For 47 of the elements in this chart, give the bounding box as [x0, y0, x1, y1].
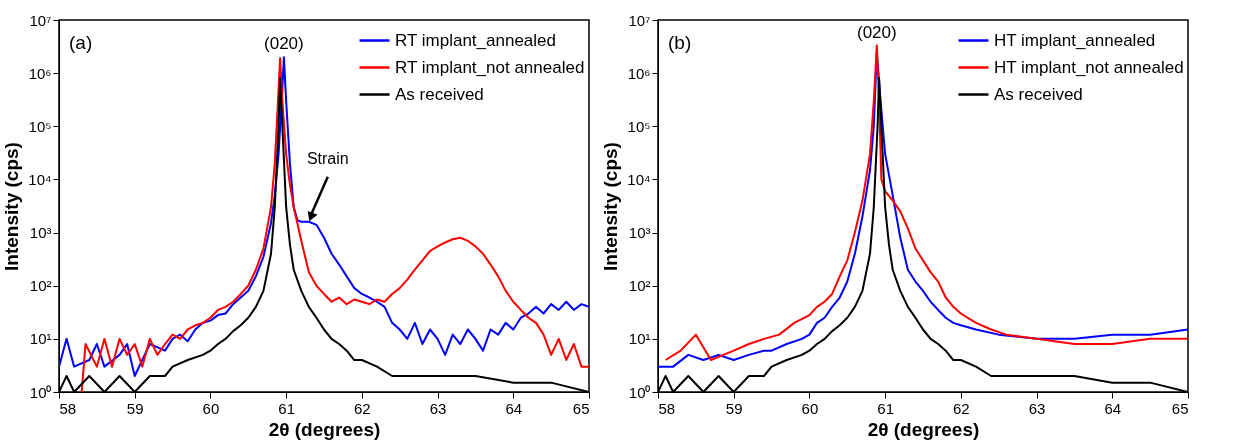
- y-tick-label: 10³: [29, 224, 52, 242]
- y-tick-label: 10⁴: [28, 170, 52, 188]
- x-tick-label: 64: [505, 399, 523, 417]
- x-tick-label: 60: [202, 399, 220, 417]
- y-tick-label: 10⁵: [28, 117, 52, 135]
- x-tick-label: 61: [278, 399, 295, 417]
- x-tick-label: 59: [725, 399, 743, 417]
- legend-label: As received: [994, 84, 1083, 104]
- x-tick-label: 58: [59, 399, 77, 417]
- x-tick-label: 65: [572, 399, 590, 417]
- y-tick-label: 10⁶: [627, 64, 651, 82]
- y-tick-label: 10²: [628, 277, 651, 295]
- x-tick-label: 59: [126, 399, 144, 417]
- y-tick-label: 10¹: [628, 330, 651, 348]
- legend-label: RT implant_not annealed: [395, 57, 585, 77]
- y-tick-label: 10⁷: [29, 11, 52, 29]
- legend-label: RT implant_annealed: [395, 30, 556, 50]
- x-axis-title: 2θ (degrees): [867, 418, 980, 440]
- y-tick-label: 10⁴: [627, 170, 651, 188]
- y-axis-title: Intensity (cps): [600, 142, 622, 271]
- y-tick-label: 10⁷: [628, 11, 651, 29]
- y-tick-label: 10²: [29, 277, 52, 295]
- y-tick-label: 10⁰: [29, 383, 52, 401]
- x-tick-label: 64: [1104, 399, 1122, 417]
- x-axis-title: 2θ (degrees): [268, 418, 381, 440]
- y-tick-label: 10⁶: [28, 64, 52, 82]
- x-tick-label: 63: [1028, 399, 1046, 417]
- annotation: (a): [69, 32, 93, 53]
- annotation: (020): [856, 22, 897, 42]
- x-tick-label: 62: [953, 399, 970, 417]
- legend-label: As received: [395, 84, 484, 104]
- legend-label: HT implant_not annealed: [994, 57, 1184, 77]
- x-tick-label: 60: [801, 399, 819, 417]
- x-tick-label: 62: [354, 399, 371, 417]
- x-tick-label: 58: [658, 399, 676, 417]
- annotation: (020): [264, 34, 304, 54]
- y-tick-label: 10⁵: [627, 117, 651, 135]
- legend-label: HT implant_annealed: [994, 30, 1156, 50]
- y-tick-label: 10³: [628, 224, 651, 242]
- y-tick-label: 10¹: [29, 330, 52, 348]
- annotation: (b): [668, 32, 692, 53]
- y-axis-title: Intensity (cps): [1, 142, 23, 271]
- x-tick-label: 63: [429, 399, 447, 417]
- x-tick-label: 61: [877, 399, 894, 417]
- x-tick-label: 65: [1171, 399, 1189, 417]
- annotation: Strain: [306, 150, 349, 168]
- y-tick-label: 10⁰: [628, 383, 651, 401]
